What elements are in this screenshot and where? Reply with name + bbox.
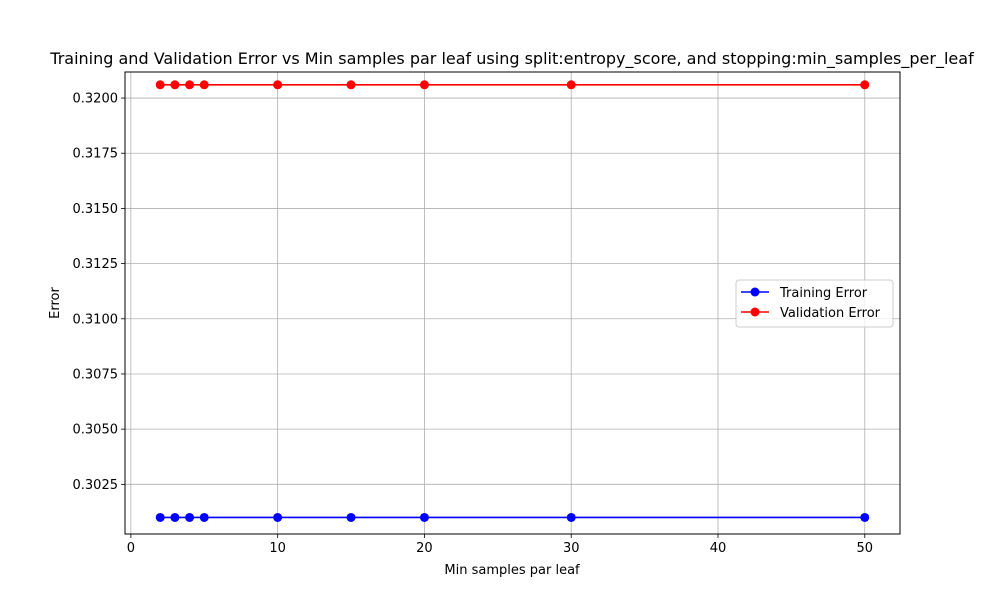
chart-legend: Training Error Validation Error [735,279,894,328]
legend-box [735,279,894,328]
x-tick-label: 30 [563,541,580,556]
x-axis-label: Min samples par leaf [444,563,580,578]
data-point-training-error [346,512,356,522]
data-point-validation-error [199,80,209,90]
x-tick-label: 0 [127,541,135,556]
data-point-training-error [185,512,195,522]
data-point-validation-error [566,80,576,90]
data-point-training-error [199,512,209,522]
data-point-training-error [566,512,576,522]
x-tick-label: 40 [710,541,727,556]
axis-ticks: 0 10 20 30 40 50 0.3025 0.3050 0.3075 0.3100 0.312… [73,92,874,556]
y-tick-label: 0.3050 [73,423,119,438]
y-tick-label: 0.3175 [73,147,119,162]
chart-title: Training and Validation Error vs Min sam… [49,49,974,69]
y-tick-label: 0.3100 [73,312,119,327]
y-axis-label: Error [48,287,63,319]
data-point-training-error [170,512,180,522]
x-tick-label: 20 [416,541,433,556]
data-point-training-error [273,512,283,522]
data-point-validation-error [273,80,283,90]
data-point-validation-error [155,80,165,90]
x-tick-label: 10 [269,541,286,556]
data-point-training-error [860,512,870,522]
plot-area-frame [124,71,901,535]
series-group [155,80,870,522]
y-tick-label: 0.3150 [73,202,119,217]
y-tick-label: 0.3200 [73,92,119,107]
data-point-training-error [419,512,429,522]
data-point-validation-error [419,80,429,90]
x-tick-label: 50 [856,541,873,556]
y-tick-label: 0.3125 [73,257,119,272]
legend-marker-training [750,287,760,297]
data-point-validation-error [185,80,195,90]
legend-marker-validation [750,307,760,317]
y-tick-label: 0.3075 [73,367,119,382]
data-point-training-error [155,512,165,522]
data-point-validation-error [346,80,356,90]
y-tick-label: 0.3025 [73,478,119,493]
legend-label-validation: Validation Error [780,306,881,321]
legend-label-training: Training Error [779,286,868,301]
data-point-validation-error [170,80,180,90]
data-point-validation-error [860,80,870,90]
